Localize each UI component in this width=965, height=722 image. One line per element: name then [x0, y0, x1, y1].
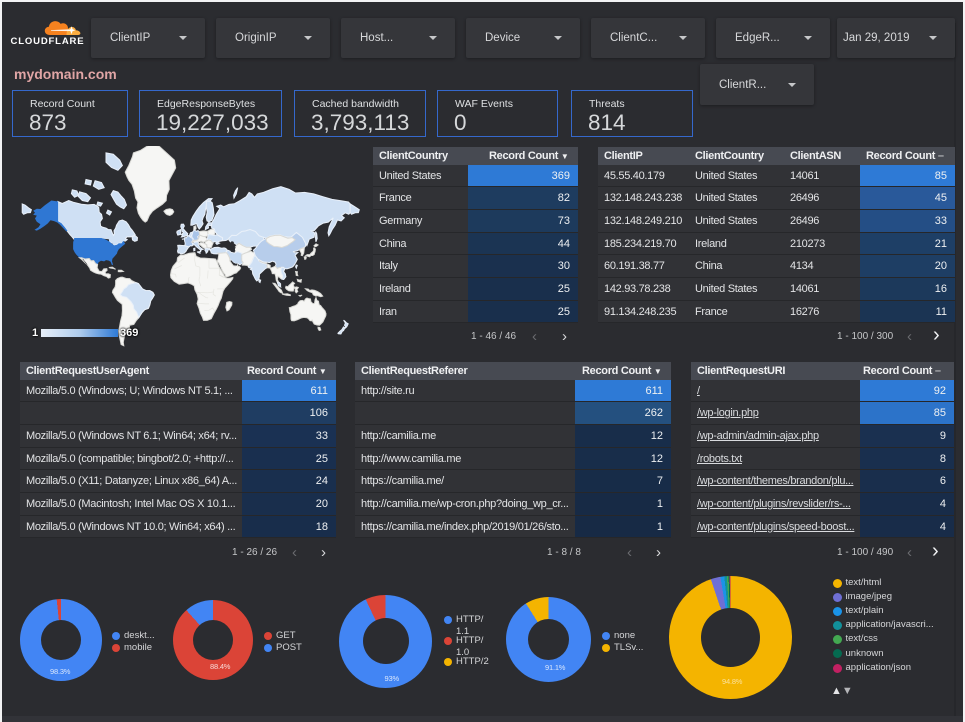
svg-text:CLOUDFLARE: CLOUDFLARE — [11, 36, 85, 47]
